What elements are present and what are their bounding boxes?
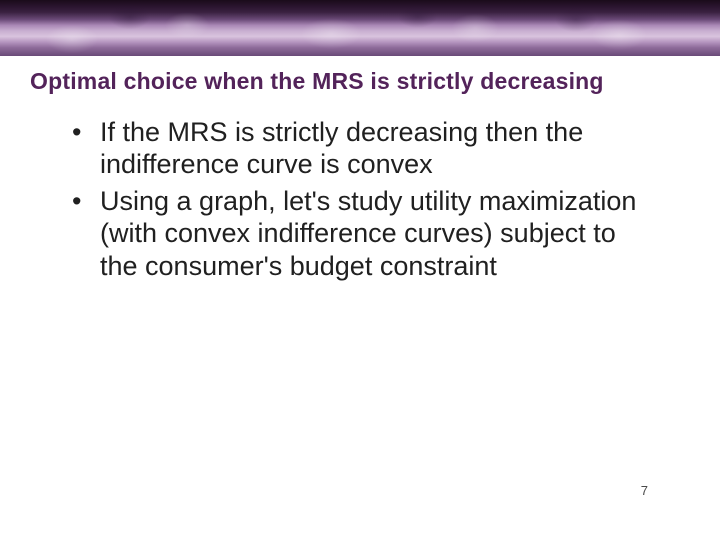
list-item: Using a graph, let's study utility maxim…: [66, 185, 660, 282]
bullet-text: If the MRS is strictly decreasing then t…: [100, 117, 583, 179]
slide-title: Optimal choice when the MRS is strictly …: [30, 68, 720, 95]
bullet-text: Using a graph, let's study utility maxim…: [100, 186, 636, 281]
page-number: 7: [641, 483, 648, 498]
bullet-list: If the MRS is strictly decreasing then t…: [66, 116, 660, 282]
list-item: If the MRS is strictly decreasing then t…: [66, 116, 660, 181]
decorative-banner: [0, 0, 720, 56]
content-area: If the MRS is strictly decreasing then t…: [66, 116, 660, 286]
